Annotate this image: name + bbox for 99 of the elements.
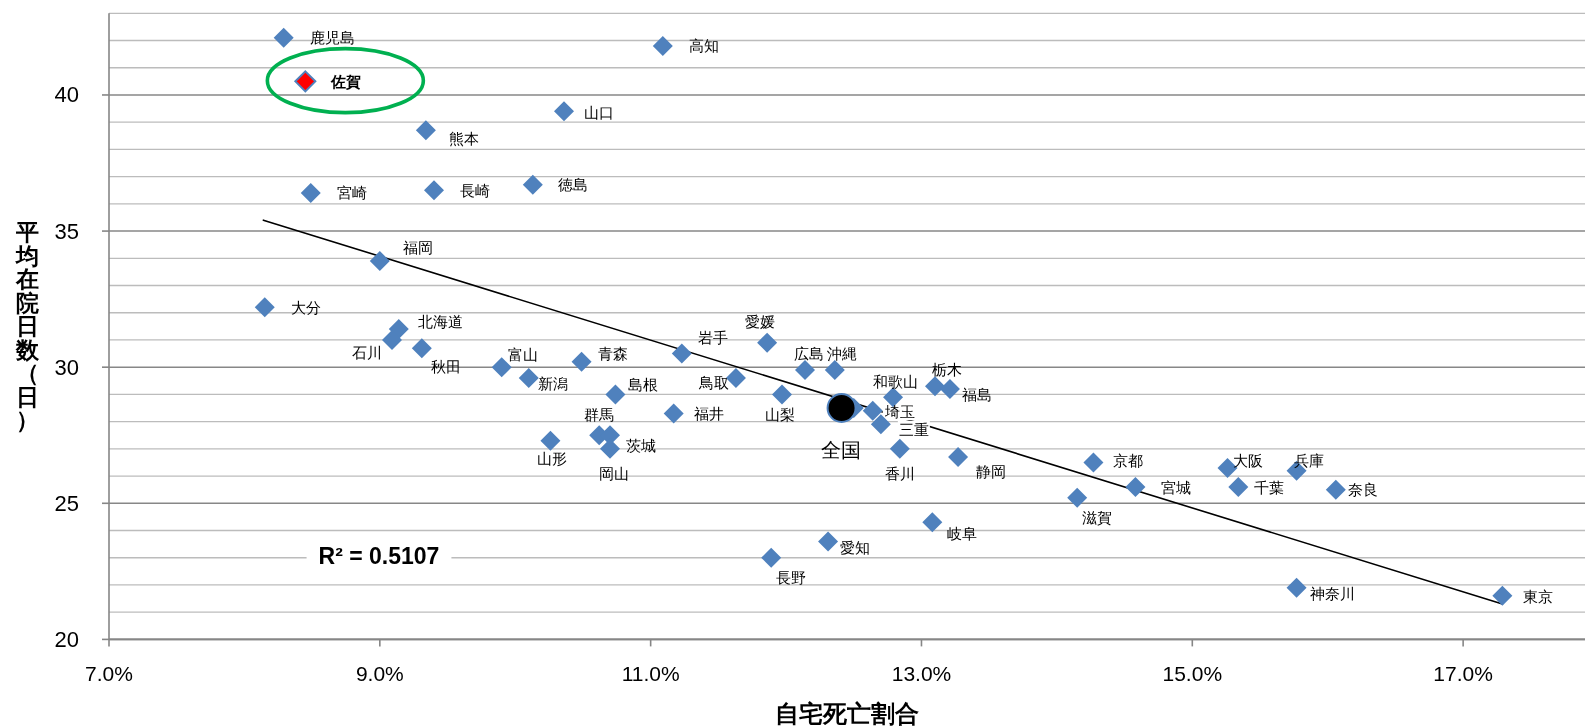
annotation: 静岡 (976, 462, 1007, 480)
point (757, 332, 778, 353)
point (423, 180, 444, 201)
x-tick-label: 7.0% (85, 661, 133, 685)
point (948, 447, 969, 468)
point (540, 430, 561, 451)
annotation: 群馬 (584, 405, 615, 423)
point (300, 182, 321, 203)
annotation: 岐阜 (947, 524, 978, 542)
point (652, 35, 673, 56)
annotation: 石川 (352, 344, 383, 362)
annotation: 宮城 (1161, 479, 1192, 497)
annotation: 神奈川 (1309, 585, 1355, 603)
annotation: 山梨 (765, 405, 795, 423)
point (772, 384, 792, 405)
point (671, 343, 692, 364)
annotation: 奈良 (1347, 481, 1378, 499)
point (522, 174, 543, 195)
point (1325, 479, 1346, 500)
point (415, 120, 436, 141)
annotation: 熊本 (448, 129, 479, 147)
annotation: 長崎 (459, 181, 490, 199)
annotation: 高知 (688, 37, 719, 55)
point (571, 351, 592, 372)
annotation: 鹿児島 (309, 29, 355, 47)
point (294, 70, 317, 93)
y-tick-label: 40 (54, 82, 79, 108)
annotation: 香川 (884, 465, 915, 483)
point (826, 393, 857, 424)
series-label: 全国 (820, 439, 861, 462)
annotation: 秋田 (430, 357, 461, 375)
point (939, 378, 960, 399)
point (922, 512, 943, 533)
x-tick-label: 13.0% (891, 661, 952, 685)
point (1067, 487, 1088, 508)
annotation: 島根 (628, 375, 659, 393)
annotation: 千葉 (1254, 479, 1285, 497)
point (1286, 577, 1307, 598)
point (254, 297, 275, 318)
annotation: 三重 (898, 420, 929, 438)
annotation: 富山 (507, 345, 538, 363)
point (889, 438, 910, 459)
annotation: 青森 (597, 345, 628, 363)
annotation: 岡山 (599, 465, 630, 483)
text: 平均在院日数（日） (15, 219, 39, 434)
point (411, 338, 432, 359)
y-tick-label: 20 (54, 626, 79, 652)
annotation: 山口 (583, 103, 614, 121)
point (605, 384, 626, 405)
point (518, 368, 539, 389)
annotation: 滋賀 (1082, 509, 1113, 527)
series-label: 佐賀 (330, 72, 362, 91)
annotation: 福井 (693, 404, 724, 422)
point (273, 27, 294, 48)
point (824, 359, 845, 380)
annotation: 宮崎 (336, 184, 367, 202)
x-tick-label: 9.0% (355, 661, 404, 685)
annotation: 埼玉 (883, 403, 915, 421)
annotation: 愛知 (840, 538, 871, 556)
point (1492, 585, 1513, 606)
annotation: 福岡 (402, 238, 433, 256)
annotation: 兵庫 (1293, 452, 1324, 470)
annotation: R² = 0.5107 (318, 543, 440, 569)
annotation: 北海道 (417, 312, 463, 330)
point (862, 400, 883, 421)
annotation: 鳥取 (697, 373, 729, 391)
point (553, 101, 574, 122)
annotation: 長野 (776, 569, 807, 587)
x-tick-label: 17.0% (1433, 661, 1493, 685)
x-tick-label: 11.0% (621, 661, 680, 685)
annotation: 山形 (537, 450, 568, 468)
annotation: 岩手 (697, 329, 728, 347)
x-tick-label: 15.0% (1162, 661, 1223, 685)
annotation: 広島 (794, 345, 825, 363)
point (818, 531, 839, 552)
point (1228, 476, 1249, 497)
point (382, 329, 403, 350)
annotation: 福島 (961, 386, 992, 404)
annotation: 大分 (290, 298, 321, 316)
point (369, 251, 390, 272)
point (1083, 452, 1104, 473)
annotation: 京都 (1113, 451, 1144, 469)
point (925, 376, 946, 397)
point (663, 403, 684, 424)
annotation: 茨城 (626, 436, 657, 454)
annotation: 新潟 (537, 374, 568, 392)
y-tick-label: 30 (54, 354, 79, 380)
point (1125, 476, 1146, 497)
point (761, 547, 782, 568)
y-tick-label: 25 (54, 490, 79, 516)
annotation: 沖縄 (826, 345, 857, 363)
annotation: 栃木 (932, 360, 963, 378)
annotation: 東京 (1523, 588, 1554, 606)
annotation: 愛媛 (745, 313, 776, 331)
x-axis-title: 自宅死亡割合 (775, 699, 919, 726)
annotation: 徳島 (557, 176, 588, 194)
annotation: 大阪 (1232, 452, 1263, 470)
y-tick-label: 35 (54, 218, 79, 244)
annotation: 和歌山 (872, 372, 918, 390)
